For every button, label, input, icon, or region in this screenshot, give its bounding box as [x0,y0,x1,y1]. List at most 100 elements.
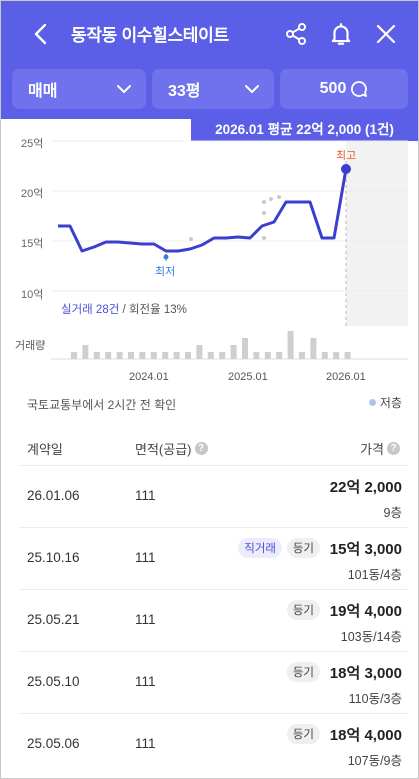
volume-bar [139,352,146,359]
row-price: 19억 4,000 [329,603,402,620]
transaction-count: 실거래 28건 [61,304,120,316]
header-area-label: 면적(공급) [135,442,192,457]
volume-bar [253,352,260,359]
average-price-badge: 2026.01 평균 22억 2,000 (1건) [191,115,418,141]
transaction-dot [262,211,266,215]
transaction-dot [269,197,273,201]
row-area: 111 [135,674,156,689]
table-row[interactable]: 25.05.06 111 등기 18억 4,000 107동/9층 [19,713,408,775]
x-tick-label: 2024.01 [129,371,169,383]
header-price[interactable]: 가격? [360,439,400,458]
transaction-stats: 실거래 28건 / 회전율 13% [61,301,187,317]
transaction-dot [262,200,266,204]
transaction-dot [189,237,193,241]
volume-bar [162,352,169,359]
y-tick-label: 25억 [21,138,44,150]
volume-bar [196,345,203,359]
direct-deal-badge: 직거래 [238,538,282,558]
size-select[interactable]: 33평 [152,69,274,109]
latest-price-point[interactable] [341,164,351,174]
search-filter-button[interactable]: 500 [280,69,408,109]
row-floor: 103동/14층 [340,630,402,644]
row-date: 26.01.06 [27,488,80,503]
share-icon [286,23,306,45]
chat-bubble-icon [351,81,368,97]
table-row[interactable]: 25.05.10 111 등기 18억 3,000 110동/3층 [19,651,408,713]
header-date: 계약일 [27,439,63,458]
deal-type-select[interactable]: 매매 [12,69,146,109]
legend: 저층 [368,394,402,411]
data-source-note: 국토교통부에서 2시간 전 확인 [27,398,177,412]
volume-bar [173,352,180,359]
row-floor: 101동/4층 [347,568,402,582]
row-date: 25.10.16 [27,550,80,565]
header-area[interactable]: 면적(공급)? [135,439,208,458]
notification-button[interactable] [326,19,356,49]
volume-bar [128,352,134,359]
max-price-label: 최고 [336,150,357,162]
transaction-dot [277,195,281,199]
row-date: 25.05.06 [27,736,80,751]
y-tick-label: 15억 [21,238,44,250]
volume-label: 거래량 [15,340,46,352]
page-title: 동작동 이수힐스테이트 [71,26,229,45]
volume-bar [82,345,89,359]
x-tick-label: 2026.01 [326,371,366,383]
chevron-down-icon [245,85,259,93]
registered-badge: 등기 [286,538,320,558]
volume-bar [242,338,248,359]
search-filter-value: 500 [319,80,347,97]
table-row[interactable]: 25.10.16 111 직거래 등기 15억 3,000 101동/4층 [19,527,408,589]
volume-bar [230,345,237,359]
table-row[interactable]: 26.01.06 111 22억 2,000 9층 [19,465,408,527]
volume-bar [105,352,112,359]
volume-bar [71,352,77,359]
chevron-down-icon [117,85,131,93]
volume-bar [264,352,271,359]
y-tick-label: 20억 [21,188,44,200]
row-floor: 107동/9층 [347,754,402,768]
x-tick-label: 2025.01 [228,371,268,383]
help-icon[interactable]: ? [387,442,400,455]
volume-bar [185,352,191,359]
volume-bar [299,352,305,359]
row-area: 111 [135,736,156,751]
table-header: 계약일 면적(공급)? 가격? [1,431,418,465]
filter-bar: 매매 33평 500 [12,69,408,109]
price-chart[interactable] [1,1,418,391]
size-value: 33평 [168,83,201,100]
volume-bar [333,352,340,359]
registered-badge: 등기 [286,724,320,744]
min-price-label: 최저 [155,266,176,278]
row-date: 25.05.10 [27,674,80,689]
row-area: 111 [135,612,156,627]
help-icon[interactable]: ? [194,442,208,455]
close-icon [376,24,396,44]
share-button[interactable] [281,19,311,49]
back-button[interactable] [23,17,57,51]
header-date-label: 계약일 [27,442,63,457]
transaction-dot [262,236,266,240]
turnover-rate: / 회전율 13% [119,304,187,316]
table-row[interactable]: 25.05.21 111 등기 19억 4,000 103동/14층 [19,589,408,651]
close-button[interactable] [371,19,401,49]
volume-bar [344,352,351,359]
chevron-left-icon [34,23,47,45]
volume-bar [93,352,100,359]
volume-bar [287,331,294,359]
registered-badge: 등기 [286,662,320,682]
volume-bar [150,352,157,359]
volume-bar [321,352,328,359]
volume-bars [71,331,351,359]
price-line [58,168,348,253]
legend-label: 저층 [379,396,402,410]
header-price-label: 가격 [360,442,384,457]
y-tick-label: 10억 [21,289,44,301]
legend-dot [368,399,376,406]
volume-bar [116,352,123,359]
row-date: 25.05.21 [27,612,80,627]
bell-icon [331,23,351,45]
deal-type-value: 매매 [28,83,58,100]
row-floor: 110동/3층 [348,692,402,706]
